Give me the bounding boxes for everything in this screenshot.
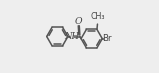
- Text: O: O: [75, 17, 83, 26]
- Text: CH₃: CH₃: [90, 12, 105, 21]
- Text: Br: Br: [102, 34, 111, 43]
- Text: NH: NH: [65, 32, 80, 41]
